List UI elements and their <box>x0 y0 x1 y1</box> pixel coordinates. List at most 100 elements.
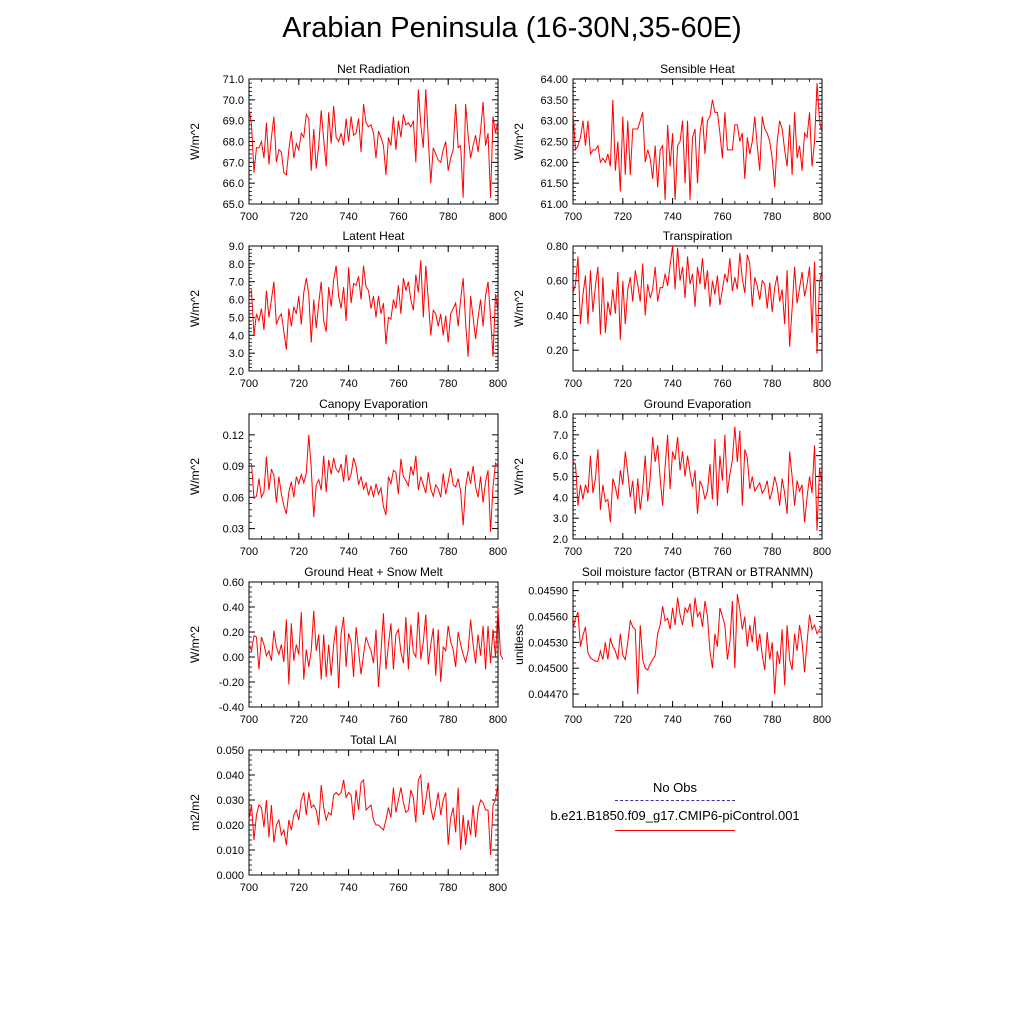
y-tick-label: 3.0 <box>553 513 568 525</box>
panel-title: Net Radiation <box>337 62 410 76</box>
series-line <box>572 426 823 531</box>
y-tick-label: 0.06 <box>223 492 244 504</box>
x-tick-label: 720 <box>614 211 632 223</box>
x-tick-label: 760 <box>389 882 407 894</box>
y-tick-label: 62.00 <box>540 157 568 169</box>
x-tick-label: 780 <box>763 546 781 558</box>
panel-title: Ground Heat + Snow Melt <box>304 565 443 579</box>
y-axis-label: W/m^2 <box>512 458 526 495</box>
y-tick-label: 67.0 <box>223 157 244 169</box>
y-tick-label: 64.00 <box>540 74 568 86</box>
y-tick-label: 0.40 <box>547 310 568 322</box>
x-tick-label: 740 <box>339 882 357 894</box>
x-tick-label: 760 <box>389 378 407 390</box>
y-tick-label: 62.50 <box>540 137 568 149</box>
x-tick-label: 760 <box>389 714 407 726</box>
y-tick-label: 0.03 <box>223 524 244 536</box>
x-tick-label: 780 <box>439 882 457 894</box>
plot-frame <box>248 245 499 372</box>
x-tick-label: 760 <box>713 546 731 558</box>
x-tick-label: 800 <box>813 714 831 726</box>
plot-frame <box>248 78 499 205</box>
y-tick-label: 0.04500 <box>528 663 568 675</box>
x-tick-label: 760 <box>389 546 407 558</box>
series-line <box>248 606 504 689</box>
x-tick-label: 720 <box>290 546 308 558</box>
x-tick-label: 700 <box>564 714 582 726</box>
y-tick-label: -0.20 <box>219 677 244 689</box>
y-tick-label: 0.00 <box>223 652 244 664</box>
y-tick-label: 4.0 <box>553 492 568 504</box>
x-tick-label: 780 <box>439 714 457 726</box>
x-tick-label: 800 <box>489 211 507 223</box>
panel-title: Latent Heat <box>342 229 405 243</box>
y-tick-label: 0.020 <box>216 820 244 832</box>
x-tick-label: 740 <box>663 714 681 726</box>
page-title: Arabian Peninsula (16-30N,35-60E) <box>282 12 742 44</box>
y-tick-label: -0.40 <box>219 702 244 714</box>
y-tick-label: 0.09 <box>223 461 244 473</box>
x-tick-label: 800 <box>813 546 831 558</box>
series-line <box>248 260 499 357</box>
y-axis-label: W/m^2 <box>512 290 526 327</box>
x-tick-label: 740 <box>339 378 357 390</box>
y-axis-label: W/m^2 <box>188 290 202 327</box>
y-tick-label: 0.80 <box>547 241 568 253</box>
y-tick-label: 68.0 <box>223 137 244 149</box>
x-tick-label: 800 <box>813 211 831 223</box>
chart-panel: 700 720 740 760 780 800 0.20 0.40 0.60 0.80 Transp… <box>512 229 831 390</box>
legend-obs-line <box>615 800 735 801</box>
x-tick-label: 780 <box>439 546 457 558</box>
y-tick-label: 0.04470 <box>528 689 568 701</box>
y-tick-label: 0.20 <box>223 627 244 639</box>
y-tick-label: 61.00 <box>540 199 568 211</box>
x-tick-label: 780 <box>763 714 781 726</box>
x-tick-label: 700 <box>240 211 258 223</box>
series-line <box>248 89 499 198</box>
chart-panel: 700 720 740 760 780 800 0.04470 0.04500 0.04530 0… <box>512 565 831 726</box>
x-tick-label: 760 <box>713 211 731 223</box>
y-tick-label: 0.000 <box>216 870 244 882</box>
chart-panel: 700 720 740 760 780 800 -0.40 -0.20 0.00 0.20 0.40… <box>188 565 507 726</box>
x-tick-label: 700 <box>240 714 258 726</box>
y-tick-label: 0.010 <box>216 845 244 857</box>
plot-frame <box>572 78 823 205</box>
y-tick-label: 0.030 <box>216 795 244 807</box>
y-tick-label: 0.04590 <box>528 586 568 598</box>
y-axis-label: W/m^2 <box>188 626 202 663</box>
y-tick-label: 70.0 <box>223 95 244 107</box>
x-tick-label: 760 <box>713 714 731 726</box>
x-tick-label: 720 <box>290 882 308 894</box>
x-tick-label: 800 <box>489 546 507 558</box>
chart-panel: 700 720 740 760 780 800 61.00 61.50 62.00 62.50 63… <box>512 62 831 223</box>
series-line <box>572 83 823 200</box>
y-tick-label: 9.0 <box>229 241 244 253</box>
series-line <box>572 593 823 695</box>
x-tick-label: 800 <box>813 378 831 390</box>
y-axis-label: W/m^2 <box>512 123 526 160</box>
plot-frame <box>248 413 499 540</box>
x-tick-label: 740 <box>339 211 357 223</box>
y-tick-label: 7.0 <box>229 277 244 289</box>
panel-title: Sensible Heat <box>660 62 735 76</box>
y-tick-label: 63.50 <box>540 95 568 107</box>
plot-frame <box>572 581 823 708</box>
y-axis-label: m2/m2 <box>188 794 202 831</box>
plot-frame <box>572 245 823 372</box>
x-tick-label: 740 <box>339 546 357 558</box>
y-tick-label: 0.60 <box>223 577 244 589</box>
chart-panel: 700 720 740 760 780 800 65.0 66.0 67.0 68.0 69.0 70… <box>188 62 507 223</box>
y-tick-label: 0.20 <box>547 345 568 357</box>
x-tick-label: 700 <box>240 546 258 558</box>
chart-panel: 700 720 740 760 780 800 0.03 0.06 0.09 0.12 Canopy… <box>188 397 507 558</box>
chart-panel: 700 720 740 760 780 800 2.0 3.0 4.0 5.0 6.0 7.0 8.0 9… <box>188 229 507 390</box>
y-tick-label: 0.60 <box>547 276 568 288</box>
legend-model-label: b.e21.B1850.f09_g17.CMIP6-piControl.001 <box>550 808 800 823</box>
y-tick-label: 8.0 <box>229 259 244 271</box>
x-tick-label: 720 <box>614 378 632 390</box>
chart-panel: 700 720 740 760 780 800 2.0 3.0 4.0 5.0 6.0 7.0 8.0 G… <box>512 397 831 558</box>
x-tick-label: 700 <box>564 546 582 558</box>
x-tick-label: 780 <box>439 211 457 223</box>
x-tick-label: 800 <box>489 714 507 726</box>
